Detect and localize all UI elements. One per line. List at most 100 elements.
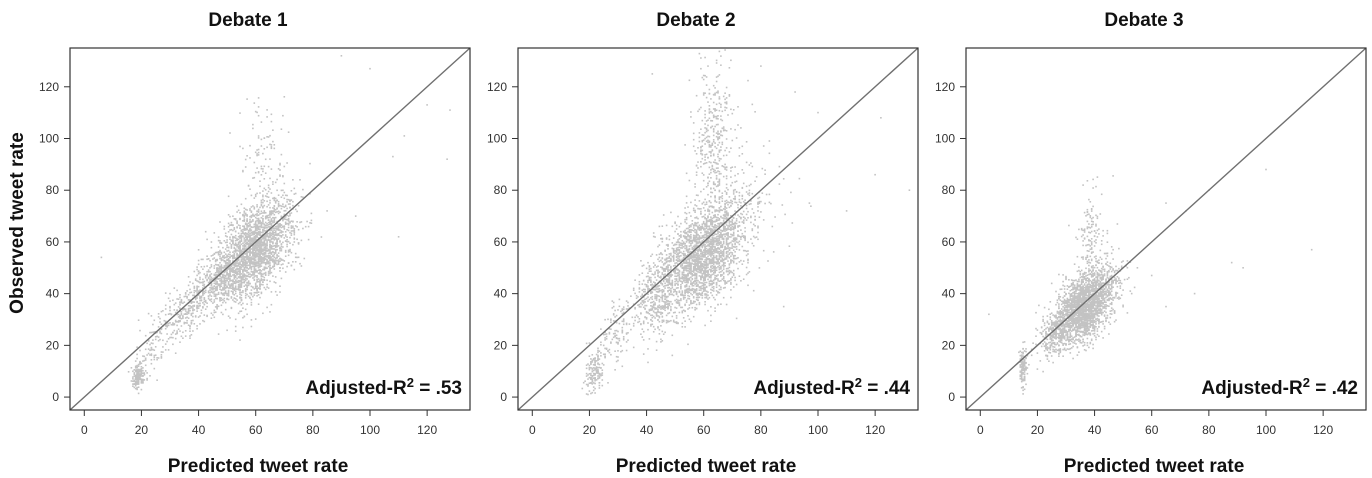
data-point [684,320,686,322]
data-point [283,165,286,168]
data-point [190,291,193,294]
data-point [685,265,688,267]
data-point [670,211,672,214]
data-point [283,197,286,200]
data-point [700,282,702,284]
data-point [266,109,268,111]
data-point [701,269,704,272]
data-point [243,218,246,220]
data-point [236,288,238,290]
data-point [227,253,230,255]
data-point [223,265,226,267]
data-point [720,242,722,245]
data-point [147,312,150,315]
data-point [232,293,234,295]
data-point [269,244,271,246]
data-point [674,221,676,223]
data-point [239,261,241,263]
data-point [737,214,739,216]
data-point [157,313,160,315]
data-point [242,250,244,253]
data-point [690,269,692,271]
data-point [269,280,271,283]
data-point [257,303,260,305]
data-point [147,352,150,355]
data-point [675,317,678,319]
data-point [680,284,682,286]
data-point [722,272,725,275]
data-point [273,268,276,270]
data-point [695,288,698,290]
data-point [256,205,258,208]
data-point [154,336,157,338]
data-point [691,220,694,222]
data-point [250,237,253,240]
data-point [283,228,286,230]
data-point [220,311,223,314]
data-point [718,197,721,199]
data-point [269,248,271,250]
data-point [712,245,715,248]
data-point [234,244,237,246]
data-point [279,291,281,293]
data-point [701,263,704,266]
data-point [260,251,263,254]
data-point [687,258,689,260]
data-point [254,193,257,196]
data-point [140,382,143,384]
data-point [240,264,243,267]
data-point [196,307,198,310]
data-point [704,263,706,266]
data-point [226,250,228,252]
data-point [702,221,705,224]
data-point [186,313,188,315]
data-point [260,262,263,265]
data-point [239,269,241,271]
data-point [244,236,247,239]
data-point [196,297,198,299]
data-point [262,238,264,240]
data-point [685,266,688,268]
data-point [210,241,213,243]
data-point [684,277,686,280]
data-point [671,255,674,258]
data-point [250,293,253,296]
data-point [688,260,691,262]
data-point [697,263,699,265]
data-point [705,221,708,224]
data-point [661,319,664,322]
data-point [216,307,218,309]
data-point [257,210,260,212]
data-point [725,243,728,245]
data-point [247,245,250,248]
data-point [179,341,181,343]
data-point [217,264,220,266]
x-axis: 0 20 40 60 80 100 120 [81,410,437,437]
data-point [738,243,741,246]
data-point [242,290,244,292]
data-point [279,174,281,176]
data-point [252,127,254,130]
data-point [239,288,241,291]
data-point [675,247,678,250]
data-point [712,286,715,288]
data-point [136,373,138,375]
data-point [229,268,231,270]
data-point [284,231,287,233]
data-point [690,302,692,304]
data-point [242,276,244,279]
data-point [249,227,251,230]
data-point [741,245,744,248]
data-point [233,267,236,269]
data-point [705,235,708,237]
data-point [257,221,260,224]
data-point [232,281,234,283]
data-point [147,340,150,342]
data-point [253,268,256,271]
data-point [695,205,698,207]
data-point [732,260,735,263]
data-point [708,220,711,223]
data-point [140,368,143,370]
data-point [193,289,196,292]
data-point [210,287,213,289]
